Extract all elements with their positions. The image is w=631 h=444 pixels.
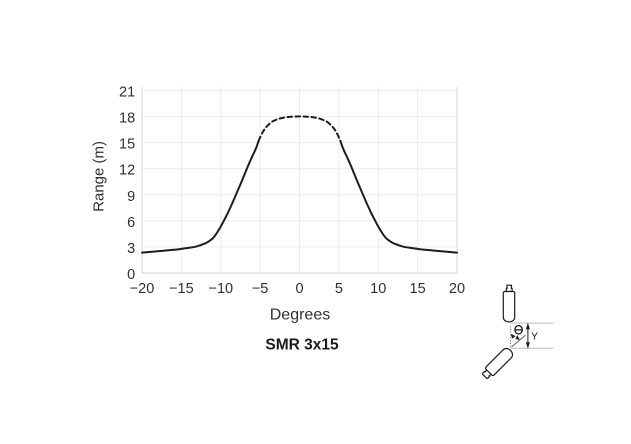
svg-text:−10: −10: [208, 281, 233, 297]
svg-text:10: 10: [370, 281, 386, 297]
svg-text:0: 0: [127, 267, 135, 283]
svg-text:21: 21: [119, 85, 135, 101]
svg-text:20: 20: [449, 281, 465, 297]
svg-text:5: 5: [335, 281, 343, 297]
svg-text:6: 6: [127, 215, 135, 231]
svg-text:0: 0: [295, 281, 303, 297]
svg-text:−15: −15: [169, 281, 194, 297]
svg-text:3: 3: [127, 241, 135, 257]
svg-text:Degrees: Degrees: [270, 307, 330, 324]
svg-text:Range (m): Range (m): [90, 141, 107, 212]
svg-text:SMR 3x15: SMR 3x15: [265, 337, 339, 354]
svg-text:15: 15: [410, 281, 426, 297]
svg-text:15: 15: [119, 137, 135, 153]
svg-text:18: 18: [119, 111, 135, 127]
svg-text:−20: −20: [130, 281, 155, 297]
svg-text:12: 12: [119, 163, 135, 179]
svg-text:Y: Y: [531, 331, 538, 342]
svg-text:9: 9: [127, 189, 135, 205]
svg-text:−5: −5: [252, 281, 269, 297]
